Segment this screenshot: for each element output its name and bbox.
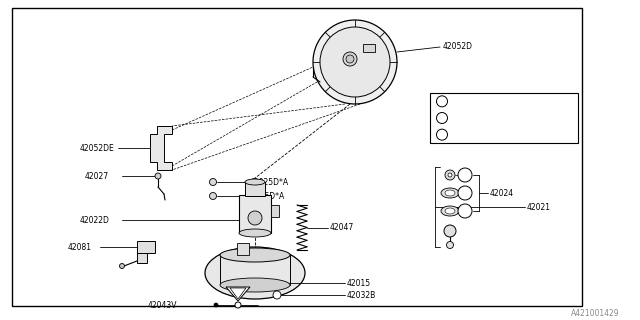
Ellipse shape (441, 188, 459, 198)
Circle shape (436, 113, 447, 124)
Bar (430, 93, 578, 143)
Circle shape (436, 129, 447, 140)
Bar (363, 44, 375, 52)
Ellipse shape (445, 190, 455, 196)
Text: A421001429: A421001429 (572, 309, 620, 318)
Text: 42046D*B: 42046D*B (452, 130, 491, 139)
Text: 42021: 42021 (527, 203, 551, 212)
Circle shape (343, 52, 357, 66)
Ellipse shape (245, 179, 265, 185)
Circle shape (445, 170, 455, 180)
Polygon shape (226, 287, 250, 301)
Circle shape (313, 20, 397, 104)
Circle shape (320, 27, 390, 97)
Text: 42081: 42081 (68, 243, 92, 252)
Ellipse shape (441, 206, 459, 216)
Ellipse shape (205, 247, 305, 299)
Circle shape (209, 193, 216, 199)
Circle shape (458, 186, 472, 200)
Text: 42052D: 42052D (443, 42, 473, 51)
Text: 42022D: 42022D (80, 215, 110, 225)
Text: 42032B: 42032B (347, 291, 376, 300)
Text: 2: 2 (440, 115, 444, 121)
Circle shape (214, 303, 218, 307)
Text: 2: 2 (463, 190, 467, 196)
Circle shape (235, 302, 241, 308)
Circle shape (447, 242, 454, 249)
Bar (237, 243, 249, 255)
Ellipse shape (220, 248, 290, 262)
Text: 42043V: 42043V (148, 300, 177, 309)
Circle shape (155, 173, 161, 179)
Text: 1: 1 (440, 98, 444, 104)
Circle shape (273, 291, 281, 299)
Circle shape (444, 225, 456, 237)
Circle shape (209, 179, 216, 186)
Bar (12, 8, 582, 306)
Circle shape (448, 173, 452, 177)
Text: 3: 3 (440, 132, 444, 138)
Text: 42027: 42027 (85, 172, 109, 180)
Text: 3: 3 (463, 208, 467, 214)
Circle shape (458, 168, 472, 182)
Text: 42046D*A: 42046D*A (246, 191, 285, 201)
Text: 1: 1 (463, 172, 467, 178)
Polygon shape (150, 126, 172, 170)
Circle shape (436, 96, 447, 107)
Circle shape (346, 55, 354, 63)
Circle shape (120, 263, 125, 268)
Ellipse shape (239, 229, 271, 237)
Bar (271, 205, 279, 217)
Circle shape (458, 204, 472, 218)
Bar (239, 195, 271, 233)
Bar (137, 241, 155, 253)
Text: 42025D*D: 42025D*D (452, 114, 492, 123)
Circle shape (248, 211, 262, 225)
Ellipse shape (220, 278, 290, 292)
Bar (137, 253, 147, 263)
Text: 42052DE: 42052DE (80, 143, 115, 153)
Ellipse shape (445, 208, 455, 214)
Text: 42025D*C: 42025D*C (452, 97, 491, 106)
Text: 42025D*A: 42025D*A (250, 178, 289, 187)
Text: 42015: 42015 (347, 278, 371, 287)
Bar (245, 182, 265, 196)
Text: 42047: 42047 (330, 223, 355, 232)
Text: 42024: 42024 (490, 188, 514, 197)
